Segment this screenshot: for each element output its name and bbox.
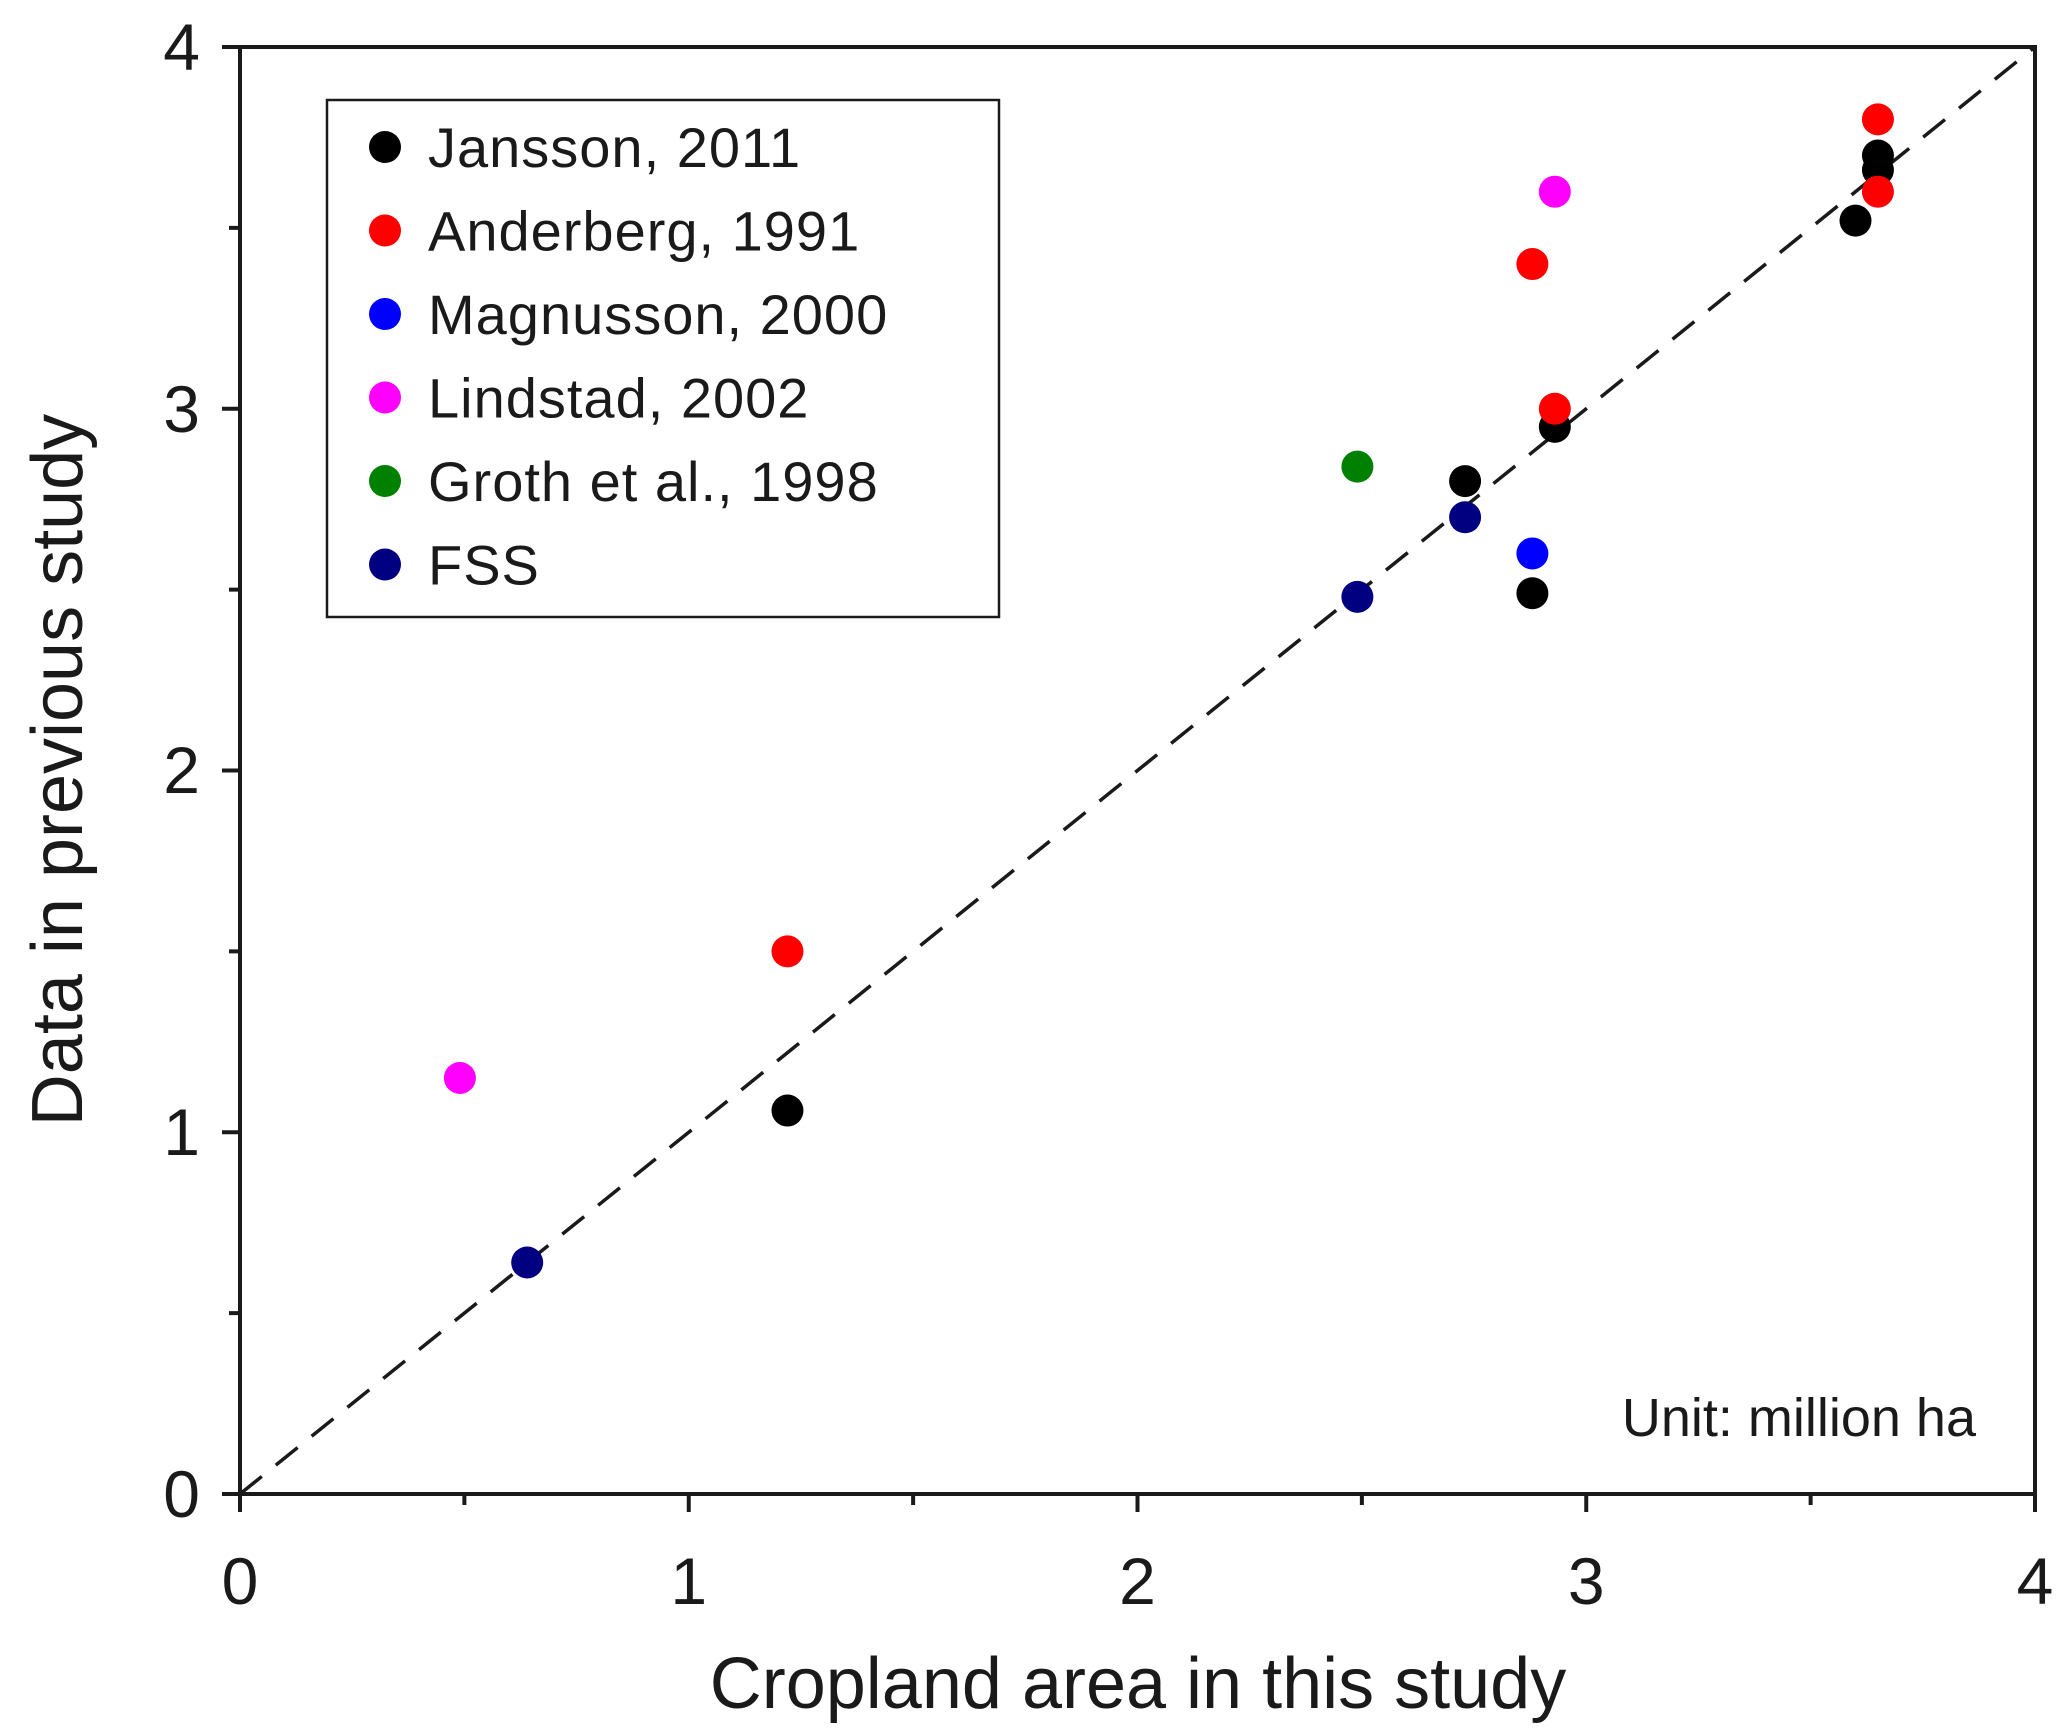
legend-marker xyxy=(369,548,401,581)
legend-label: Anderberg, 1991 xyxy=(428,200,860,263)
plot-frame xyxy=(238,45,2037,1496)
x-axis-title: Cropland area in this study xyxy=(710,1644,1566,1724)
legend-label: FSS xyxy=(428,534,540,597)
data-point-series-1 xyxy=(771,935,804,968)
x-tick-label: 4 xyxy=(2017,1544,2054,1618)
data-point-series-0 xyxy=(1839,204,1872,237)
unit-annotation: Unit: million ha xyxy=(1622,1388,1977,1448)
legend-marker xyxy=(369,381,401,414)
data-point-series-5 xyxy=(1341,580,1374,613)
x-tick-label: 2 xyxy=(1119,1544,1156,1618)
data-point-series-2 xyxy=(1516,537,1549,570)
data-point-series-1 xyxy=(1516,248,1549,281)
legend: Jansson, 2011 Anderberg, 1991 Magnusson, 2… xyxy=(325,98,1001,619)
data-point-series-5 xyxy=(511,1246,544,1279)
y-tick-labels: 0 1 2 3 4 xyxy=(163,10,200,1531)
legend-label: Magnusson, 2000 xyxy=(428,283,888,346)
legend-label: Jansson, 2011 xyxy=(428,116,801,179)
y-axis-title: Data in previous study xyxy=(18,414,98,1126)
data-point-series-1 xyxy=(1861,175,1894,208)
x-tick-label: 0 xyxy=(222,1544,259,1618)
x-tick-label: 3 xyxy=(1568,1544,1605,1618)
data-points xyxy=(443,103,1894,1279)
legend-marker xyxy=(369,131,401,163)
data-point-series-1 xyxy=(1538,392,1571,425)
y-tick-label: 0 xyxy=(163,1457,200,1531)
data-point-series-4 xyxy=(1341,450,1374,483)
legend-marker xyxy=(369,298,401,330)
legend-label: Lindstad, 2002 xyxy=(428,367,809,430)
data-point-series-0 xyxy=(1516,577,1549,610)
data-point-series-3 xyxy=(443,1061,476,1094)
legend-box xyxy=(325,98,1001,619)
data-point-series-1 xyxy=(1861,103,1894,136)
x-tick-label: 1 xyxy=(670,1544,707,1618)
legend-marker xyxy=(369,465,401,497)
data-point-series-0 xyxy=(1449,465,1482,498)
data-point-series-0 xyxy=(1861,139,1894,172)
data-point-series-0 xyxy=(771,1094,804,1127)
y-tick-label: 2 xyxy=(163,733,200,807)
y-tick-label: 4 xyxy=(163,10,200,84)
legend-label: Groth et al., 1998 xyxy=(428,450,879,513)
y-tick-label: 1 xyxy=(163,1095,200,1169)
data-point-series-5 xyxy=(1449,501,1482,534)
x-tick-labels: 0 1 2 3 4 xyxy=(222,1544,2054,1618)
tick-marks xyxy=(222,45,2037,1512)
legend-marker xyxy=(369,214,401,247)
data-point-series-3 xyxy=(1538,175,1571,208)
y-tick-label: 3 xyxy=(163,372,200,446)
